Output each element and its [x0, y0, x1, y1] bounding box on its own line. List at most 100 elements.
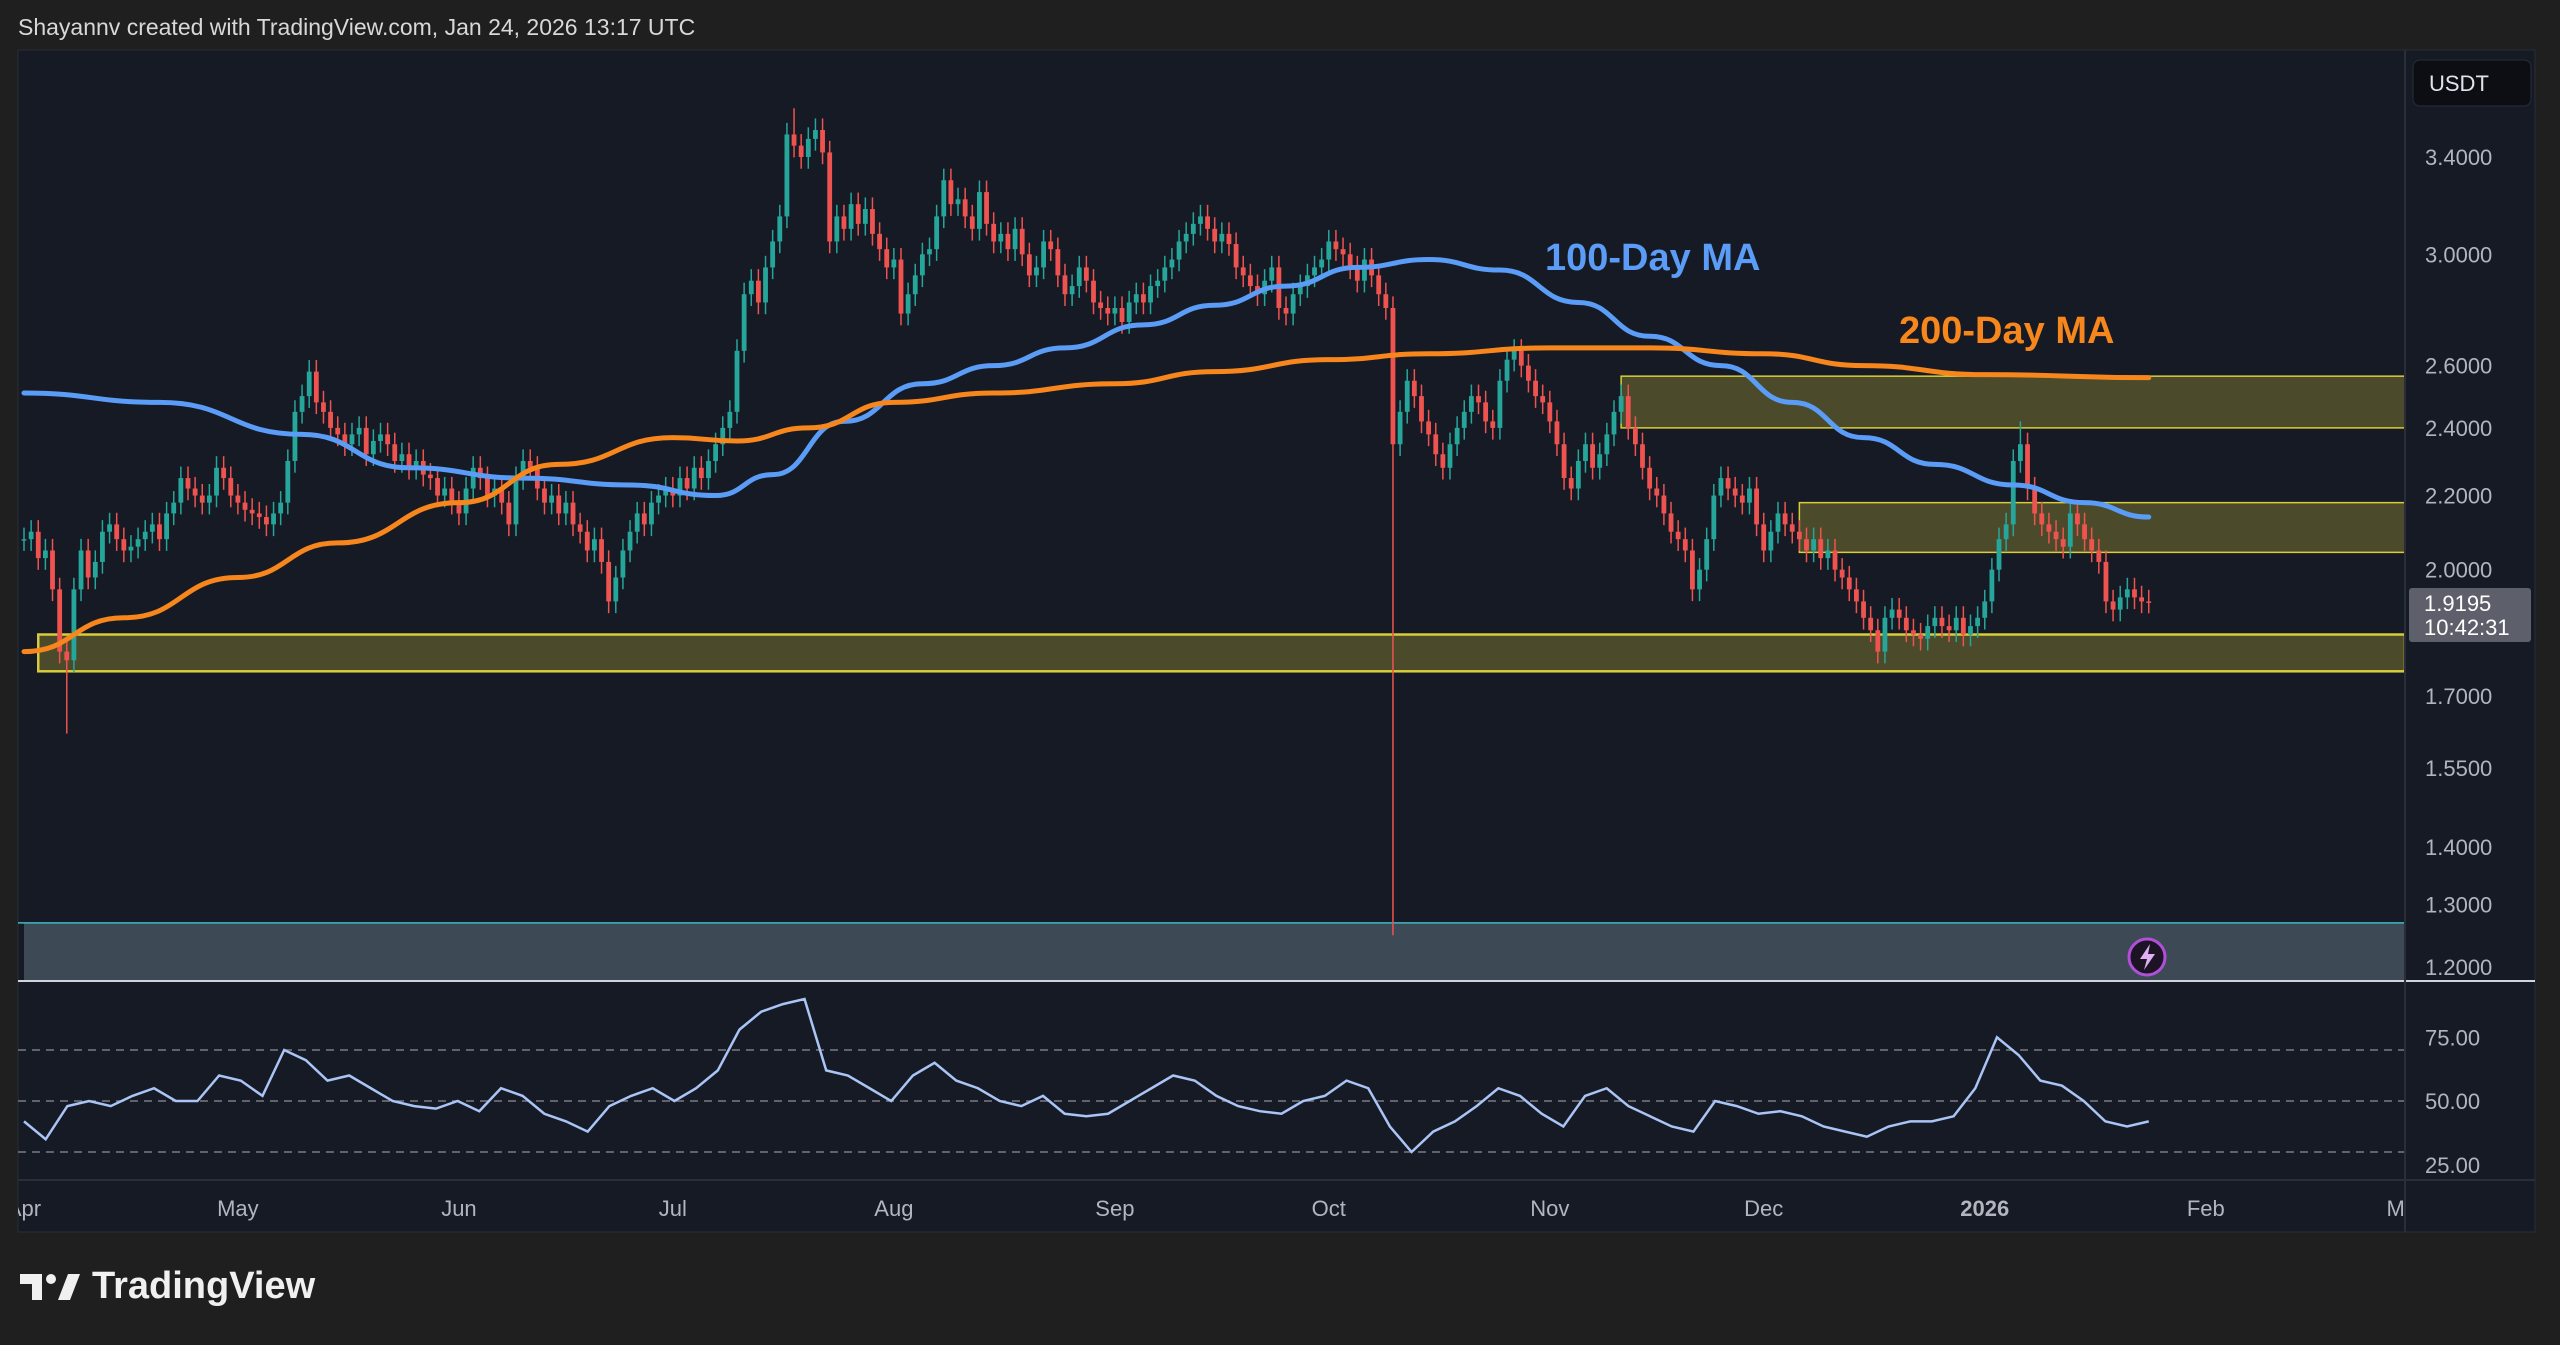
candle-body [513, 478, 519, 525]
candle [1283, 296, 1289, 326]
candle-body [228, 478, 234, 496]
candle-body [171, 502, 177, 514]
candle-body [2103, 561, 2109, 602]
candle [278, 491, 284, 526]
candle-body [1176, 241, 1182, 260]
candle [627, 520, 633, 563]
candle [556, 483, 562, 526]
candle [100, 520, 105, 574]
candle [1903, 606, 1909, 643]
candle [228, 466, 234, 508]
candle [877, 222, 882, 261]
candle [634, 501, 640, 544]
candle-body [1782, 513, 1788, 525]
candle-body [1533, 380, 1538, 397]
ma-100-line [21, 257, 2152, 520]
candle-body [2096, 550, 2102, 562]
candle [2082, 512, 2087, 551]
candle [1568, 466, 1574, 501]
candle-body [2046, 524, 2052, 532]
price-pane[interactable]: 100-Day MA 200-Day MA [18, 108, 2405, 980]
candle [1640, 432, 1645, 480]
candle [1982, 589, 1988, 630]
candle-body [1076, 267, 1082, 287]
ma-100-annotation: 100-Day MA [1545, 237, 1760, 279]
candle [748, 269, 754, 306]
candle [164, 501, 169, 551]
candle [1647, 456, 1653, 501]
candle-body [1561, 444, 1567, 479]
price-axis[interactable]: 3.4000 3.0000 2.6000 2.4000 2.2000 2.0000 1.70… [2425, 145, 2492, 1178]
candle [1055, 237, 1061, 288]
candle-body [855, 204, 861, 224]
candle-body [734, 350, 740, 412]
time-tick-label: Aug [874, 1196, 913, 1221]
candle-body [998, 233, 1004, 242]
candle-body [884, 249, 890, 268]
candle [1932, 606, 1938, 638]
candle-body [820, 130, 825, 153]
candle [919, 242, 925, 288]
candle-body [242, 502, 248, 510]
candle-body [1376, 275, 1382, 295]
candle-body [385, 434, 391, 445]
candle [1112, 296, 1118, 326]
candle [1490, 409, 1496, 440]
candle [2053, 520, 2059, 551]
candle [214, 456, 219, 508]
candle-body [342, 434, 348, 445]
candle [663, 476, 669, 508]
candle-body [984, 192, 989, 224]
candle-body [1575, 460, 1581, 489]
candle-body [969, 216, 975, 229]
candle-body [1419, 396, 1424, 422]
candle-body [356, 427, 362, 435]
candle-body [1946, 626, 1952, 631]
candle [1939, 606, 1945, 638]
rsi-tick-label: 25.00 [2425, 1153, 2480, 1178]
candle [1433, 422, 1439, 466]
lightning-icon[interactable] [2127, 937, 2167, 977]
tradingview-logo[interactable]: TradingView [20, 1265, 315, 1308]
candle [107, 512, 112, 544]
time-tick-label: Dec [1744, 1196, 1783, 1221]
candle [85, 538, 91, 590]
candle [1918, 622, 1923, 651]
time-tick-label: 2026 [1960, 1196, 2009, 1221]
candle [1804, 527, 1809, 563]
candle [1419, 384, 1424, 434]
candle [1690, 538, 1695, 602]
candle-body [1754, 488, 1759, 525]
candle [1768, 520, 1774, 563]
candle [2124, 577, 2130, 610]
candle-body [542, 488, 547, 503]
last-price: 1.9195 [2424, 591, 2491, 616]
candle [2117, 585, 2123, 622]
rsi-pane[interactable] [18, 997, 2405, 1154]
candle-body [1889, 609, 1895, 618]
candle [206, 483, 212, 515]
candle [1062, 263, 1068, 306]
candle-body [755, 280, 761, 303]
candle-body [1490, 421, 1496, 428]
candle-body [449, 488, 455, 503]
candle-body [1312, 267, 1317, 276]
candle [848, 192, 854, 241]
candle-body [1540, 396, 1546, 403]
candle-body [741, 294, 747, 351]
candle [1169, 247, 1175, 280]
time-tick-label: Mar [2386, 1196, 2424, 1221]
candle-body [570, 502, 576, 525]
candle [955, 187, 961, 216]
candle-body [2067, 513, 2073, 547]
currency-button[interactable]: USDT [2412, 59, 2532, 107]
candle [1091, 269, 1096, 315]
candle [592, 527, 597, 563]
candle [1846, 565, 1852, 602]
time-tick-label: May [217, 1196, 259, 1221]
candle [1461, 400, 1467, 440]
time-axis[interactable]: Apr May Jun Jul Aug Sep Oct Nov Dec 2026 Feb Mar [7, 1196, 2424, 1221]
bar-countdown: 10:42:31 [2424, 615, 2510, 640]
candle-body [1804, 539, 1809, 551]
